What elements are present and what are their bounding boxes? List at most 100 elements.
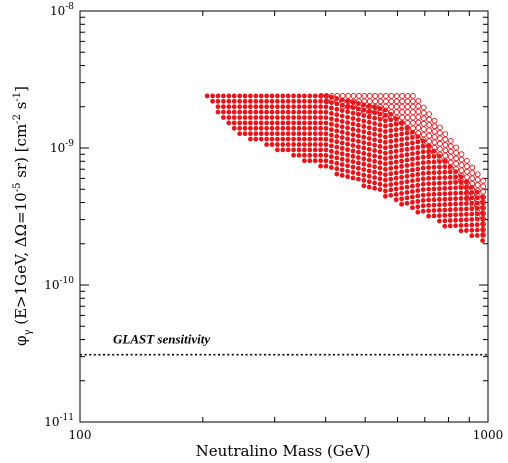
data-point [312,158,318,164]
data-point [291,115,296,120]
data-point [453,185,458,191]
data-point [345,131,350,136]
data-point [399,196,404,202]
data-point [248,109,253,115]
data-point [447,169,453,175]
data-point [393,148,399,154]
data-point [388,149,394,155]
data-point [237,115,243,120]
data-point [312,125,318,131]
data-point [383,150,388,156]
data-point [399,174,404,180]
data-point [269,120,275,126]
data-point [366,109,372,114]
data-point [275,93,280,99]
data-point [361,107,367,113]
data-point [377,187,383,192]
data-point [377,154,383,160]
data-point [393,175,399,181]
data-point [215,109,221,115]
data-point [356,138,361,144]
data-point [356,117,361,123]
data-point [280,147,286,153]
data-point [329,94,334,100]
data-point [339,124,345,130]
data-point [480,221,485,227]
data-point [215,98,221,104]
data-point [237,104,243,110]
data-point [280,104,286,110]
data-point [437,197,442,202]
data-point [302,147,307,153]
data-point [388,98,395,105]
data-point [269,98,275,104]
data-point [388,187,394,193]
data-point [388,122,394,128]
data-point [410,178,415,184]
data-point [410,167,415,173]
data-point [318,163,323,169]
data-point [399,191,404,196]
y-axis-title-part1: (E>1GeV, ΔΩ=10 [12,192,30,329]
data-point [221,109,226,115]
data-point [404,190,410,195]
data-point [426,143,431,149]
data-point [253,109,259,115]
data-points [204,93,487,243]
data-point [442,175,448,180]
data-point [426,111,433,117]
data-point [426,165,431,170]
data-point [258,115,264,120]
data-point [399,185,404,191]
data-point [393,109,400,115]
data-point [415,134,421,139]
data-point [410,205,415,211]
data-point [329,105,334,111]
data-point [345,147,350,153]
data-point [356,149,361,155]
data-point [366,179,372,185]
data-point [366,130,372,136]
data-point [237,125,243,131]
data-point [474,233,480,238]
data-point [388,138,394,144]
data-point [399,180,404,186]
data-point [361,167,367,173]
data-point [437,164,442,170]
data-point [415,193,421,199]
data-point [269,115,275,120]
data-point [420,192,426,198]
data-point [415,108,422,115]
data-point [350,170,356,175]
data-point [302,104,307,110]
data-point [442,147,449,154]
data-point [415,171,421,177]
data-point [458,223,464,228]
data-point [399,137,404,142]
data-point [410,103,416,110]
data-point [307,104,313,110]
data-point [323,147,329,153]
data-point [464,211,469,217]
data-point [210,98,216,104]
data-point [415,198,421,204]
data-point [221,98,226,104]
series-filled-circle [204,93,485,243]
data-point [307,115,313,120]
data-point [388,103,395,110]
data-point [366,93,373,99]
data-point [302,152,307,158]
data-point [361,124,367,129]
plot-frame [79,10,489,423]
data-point [393,165,399,170]
data-point [383,98,389,105]
data-point [264,98,269,104]
data-point [258,98,264,104]
data-point [345,141,350,147]
data-point [404,136,410,141]
data-point [399,98,406,105]
data-point [426,170,431,176]
data-point [307,147,313,153]
data-point [399,103,406,110]
data-point [399,201,404,207]
